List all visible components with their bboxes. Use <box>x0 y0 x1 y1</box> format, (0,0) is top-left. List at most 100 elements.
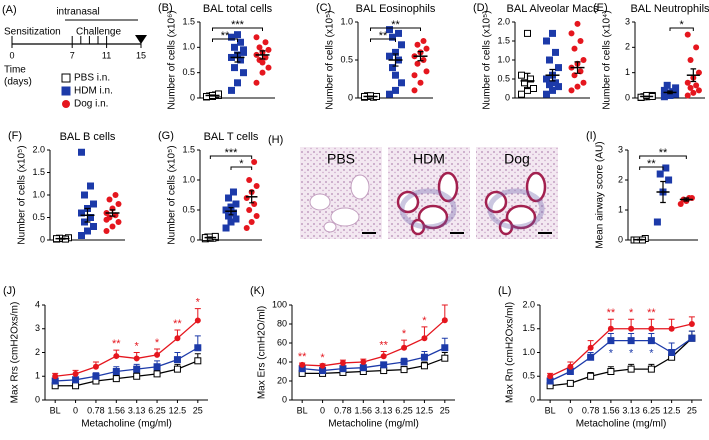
day-label: 11 <box>102 50 111 60</box>
series-line <box>55 319 199 377</box>
airway <box>525 171 547 203</box>
significance-label: ** <box>647 158 656 170</box>
sem-bar <box>417 51 424 62</box>
point <box>627 365 635 373</box>
y-tick-label: 1.5 <box>182 16 195 26</box>
airway <box>323 221 337 233</box>
x-tick-label: 0.78 <box>582 405 600 415</box>
y-axis-label: Number of cells (x10⁵) <box>325 10 336 109</box>
y-tick-label: 0 <box>625 92 630 102</box>
point <box>90 200 97 208</box>
point <box>232 200 240 208</box>
y-tick-label: 1.0 <box>182 174 195 184</box>
significance-label: * <box>155 337 160 349</box>
significance-label: ** <box>112 338 121 350</box>
point <box>568 30 575 37</box>
significance-bracket <box>230 166 253 170</box>
infiltrate <box>487 188 545 230</box>
y-tick-label: 0.5 <box>497 73 510 83</box>
histology: (H) PBS HDM Dog <box>268 134 558 239</box>
significance-bracket <box>370 27 421 31</box>
point <box>398 41 405 49</box>
significance-label: * <box>680 19 685 31</box>
point <box>662 164 670 172</box>
point <box>637 93 645 101</box>
significance-label: ** <box>379 339 388 351</box>
significance-label: * <box>609 348 614 360</box>
point <box>423 68 430 75</box>
significance-label: * <box>402 328 407 340</box>
point <box>395 29 402 37</box>
point <box>253 34 260 41</box>
point <box>253 183 260 189</box>
point <box>552 79 559 87</box>
sem-bar <box>259 50 266 60</box>
point <box>339 359 346 366</box>
point <box>693 82 700 89</box>
panel-label: (G) <box>158 130 174 142</box>
y-tick-label: 3 <box>618 144 623 154</box>
point <box>580 79 587 86</box>
sem-bar <box>549 68 556 82</box>
point <box>299 361 306 368</box>
point <box>414 60 421 67</box>
point <box>231 64 238 72</box>
significance-bracket <box>370 38 396 42</box>
point <box>647 337 655 345</box>
sem-bar <box>667 90 673 95</box>
point <box>546 81 553 89</box>
x-axis-label: Metacholine (mg/ml) <box>328 419 419 430</box>
chart-title: BAL T cells <box>204 131 259 143</box>
point <box>251 159 258 165</box>
point <box>420 38 427 44</box>
point <box>78 148 85 156</box>
y-tick-label: 1.5 <box>522 323 535 333</box>
point <box>392 86 399 94</box>
airway <box>396 190 420 214</box>
point <box>411 87 418 94</box>
y-tick-label: 1.0 <box>182 42 195 52</box>
point <box>240 69 247 77</box>
y-axis-label: Number of cells (x10⁵) <box>482 10 493 109</box>
panel-label: (C) <box>316 2 331 14</box>
point <box>389 33 396 41</box>
point <box>112 368 120 375</box>
point <box>400 358 408 366</box>
x-tick-label: 0 <box>320 405 325 415</box>
x-axis-label: Metacholine (mg/ml) <box>576 419 667 430</box>
point <box>265 64 272 71</box>
point <box>234 31 241 39</box>
point <box>246 207 253 213</box>
sem-bar <box>574 61 581 74</box>
point <box>663 81 671 89</box>
point <box>423 45 430 52</box>
y-tick-label: 0.5 <box>32 212 45 222</box>
point <box>401 344 408 351</box>
point <box>411 72 418 79</box>
panel-label: (L) <box>498 285 511 297</box>
point <box>243 195 250 201</box>
point <box>92 363 99 370</box>
point <box>225 194 233 202</box>
point <box>174 335 181 342</box>
day-label: 7 <box>70 50 75 60</box>
point <box>441 354 449 362</box>
significance-label: *** <box>225 147 239 159</box>
point <box>228 86 235 94</box>
end-marker <box>135 35 147 44</box>
infiltrate <box>399 188 457 230</box>
y-tick-label: 0 <box>35 394 40 404</box>
point <box>380 353 387 360</box>
y-axis-label: Number of cells (x10⁵) <box>167 145 178 244</box>
x-tick-label: 1.56 <box>602 405 620 415</box>
point <box>112 192 119 198</box>
point <box>580 57 587 63</box>
significance-label: * <box>320 352 325 364</box>
point <box>211 232 219 240</box>
point <box>665 176 673 184</box>
point <box>607 368 615 375</box>
point <box>656 170 664 178</box>
time-unit: (days) <box>4 77 32 88</box>
histology-label: HDM <box>413 151 445 167</box>
panel-label: (I) <box>586 130 596 142</box>
